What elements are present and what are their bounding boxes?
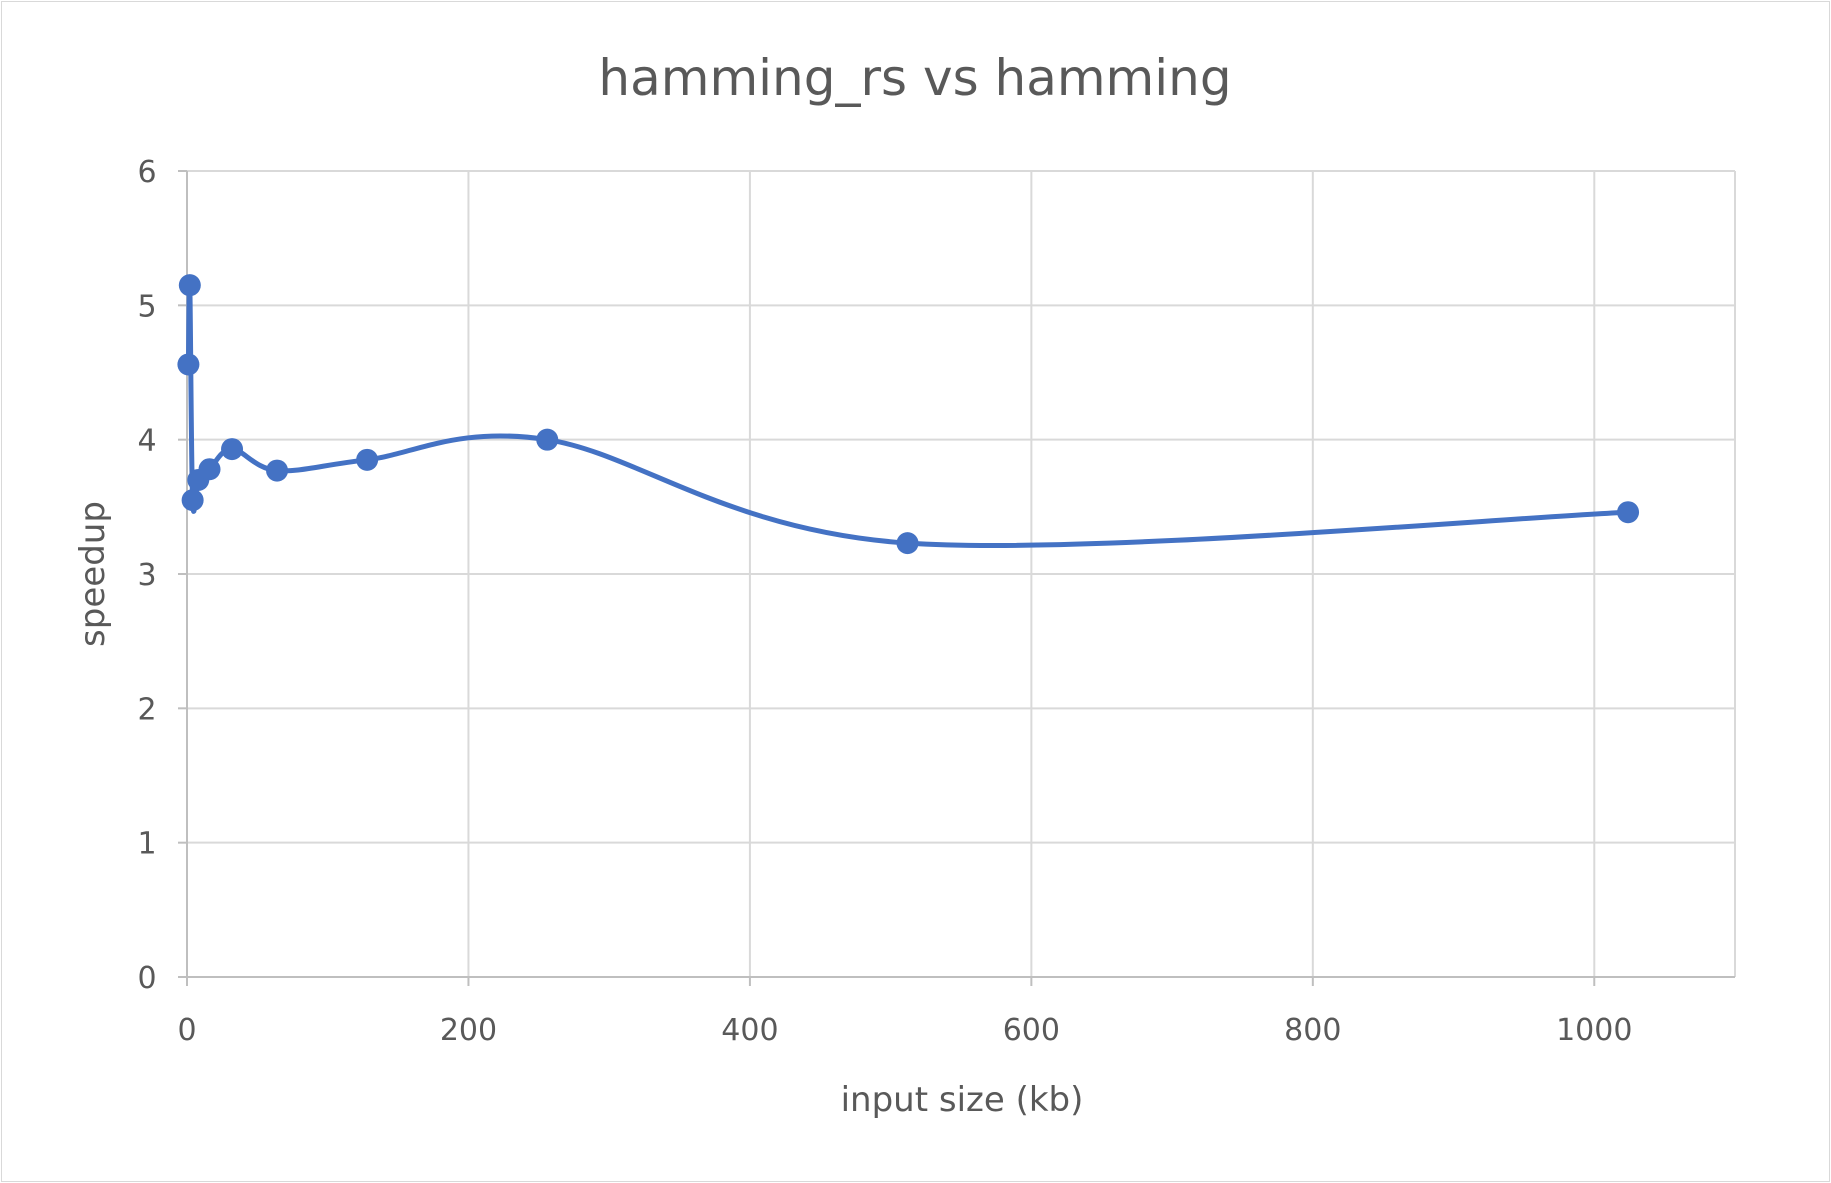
y-tick-label: 4: [137, 424, 156, 459]
x-tick-label: 400: [721, 1013, 778, 1048]
gridlines: [187, 170, 1736, 977]
y-axis-label: speedup: [73, 501, 113, 647]
y-tick-label: 6: [137, 155, 156, 190]
x-axis-label: input size (kb): [841, 1080, 1084, 1120]
x-tick-label: 0: [177, 1013, 196, 1048]
y-tick-label: 0: [137, 961, 156, 996]
data-point: [178, 274, 201, 297]
data-point: [198, 458, 221, 481]
data-point: [356, 448, 379, 471]
data-point: [896, 532, 919, 555]
x-tick-label: 800: [1284, 1013, 1341, 1048]
x-tick-label: 600: [1003, 1013, 1060, 1048]
x-tick-label: 1000: [1556, 1013, 1632, 1048]
y-axis-ticks: 0 1 2 3 4 5 6: [137, 155, 156, 996]
data-point: [536, 428, 559, 451]
y-tick-label: 1: [137, 827, 156, 862]
data-point: [266, 459, 289, 482]
axes: [178, 170, 1735, 986]
data-point: [221, 438, 244, 461]
y-tick-label: 2: [137, 692, 156, 727]
data-point: [1617, 501, 1640, 524]
x-axis-ticks: 0 200 400 600 800 1000: [177, 1013, 1632, 1048]
data-points: [177, 274, 1640, 555]
data-point: [181, 489, 204, 512]
series-line: [185, 279, 1631, 548]
x-tick-label: 200: [440, 1013, 497, 1048]
chart-title: hamming_rs vs hamming: [598, 49, 1231, 107]
y-tick-label: 5: [137, 289, 156, 324]
data-point: [177, 353, 200, 376]
y-tick-label: 3: [137, 558, 156, 593]
